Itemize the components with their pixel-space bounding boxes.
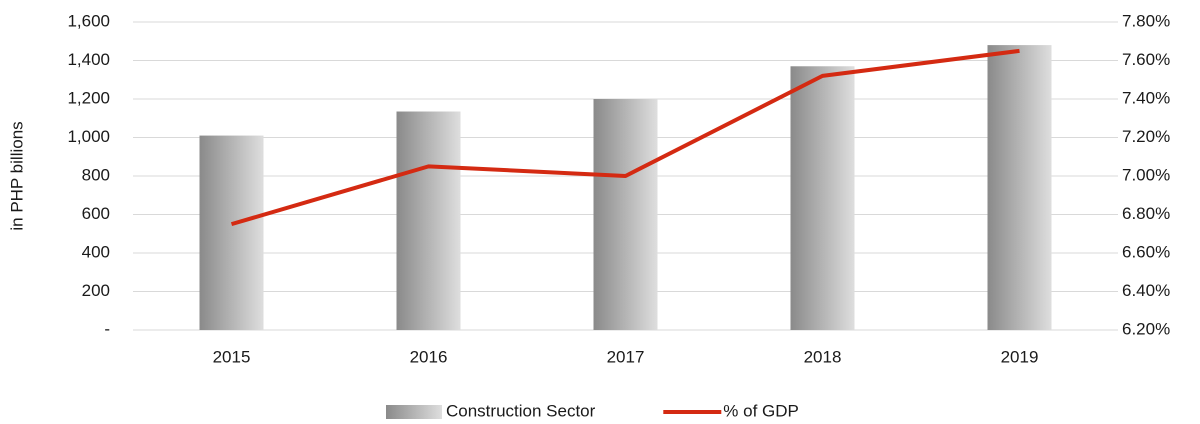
y-tick-label: 1,200	[67, 88, 110, 107]
y2-tick-label: 6.20%	[1122, 319, 1170, 338]
y-tick-label: 600	[82, 204, 110, 223]
line	[230, 48, 1020, 227]
bar	[199, 135, 264, 330]
y-tick-label: 400	[82, 242, 110, 261]
y-tick-label: 1,000	[67, 127, 110, 146]
y2-tick-label: 7.00%	[1122, 165, 1170, 184]
y2-tick-label: 6.60%	[1122, 242, 1170, 261]
x-tick-label: 2019	[1001, 347, 1039, 366]
bar	[987, 45, 1052, 330]
y2-tick-label: 7.20%	[1122, 127, 1170, 146]
y-tick-label: 200	[82, 281, 110, 300]
legend-label: % of GDP	[723, 401, 799, 420]
bar	[593, 99, 658, 330]
y-tick-label: 1,600	[67, 11, 110, 30]
y2-tick-label: 7.80%	[1122, 11, 1170, 30]
y2-tick-label: 6.40%	[1122, 281, 1170, 300]
x-tick-label: 2018	[804, 347, 842, 366]
bar	[790, 66, 855, 331]
x-tick-label: 2017	[607, 347, 645, 366]
legend-label: Construction Sector	[446, 401, 596, 420]
y-tick-label: -	[104, 319, 110, 338]
x-tick-label: 2016	[410, 347, 448, 366]
y2-tick-label: 7.40%	[1122, 88, 1170, 107]
legend-swatch	[386, 405, 442, 419]
x-tick-label: 2015	[213, 347, 251, 366]
y2-tick-label: 7.60%	[1122, 50, 1170, 69]
bar	[396, 111, 461, 330]
y-tick-label: 800	[82, 165, 110, 184]
y-axis-label: in PHP billions	[7, 121, 26, 230]
y-tick-label: 1,400	[67, 50, 110, 69]
y2-tick-label: 6.80%	[1122, 204, 1170, 223]
